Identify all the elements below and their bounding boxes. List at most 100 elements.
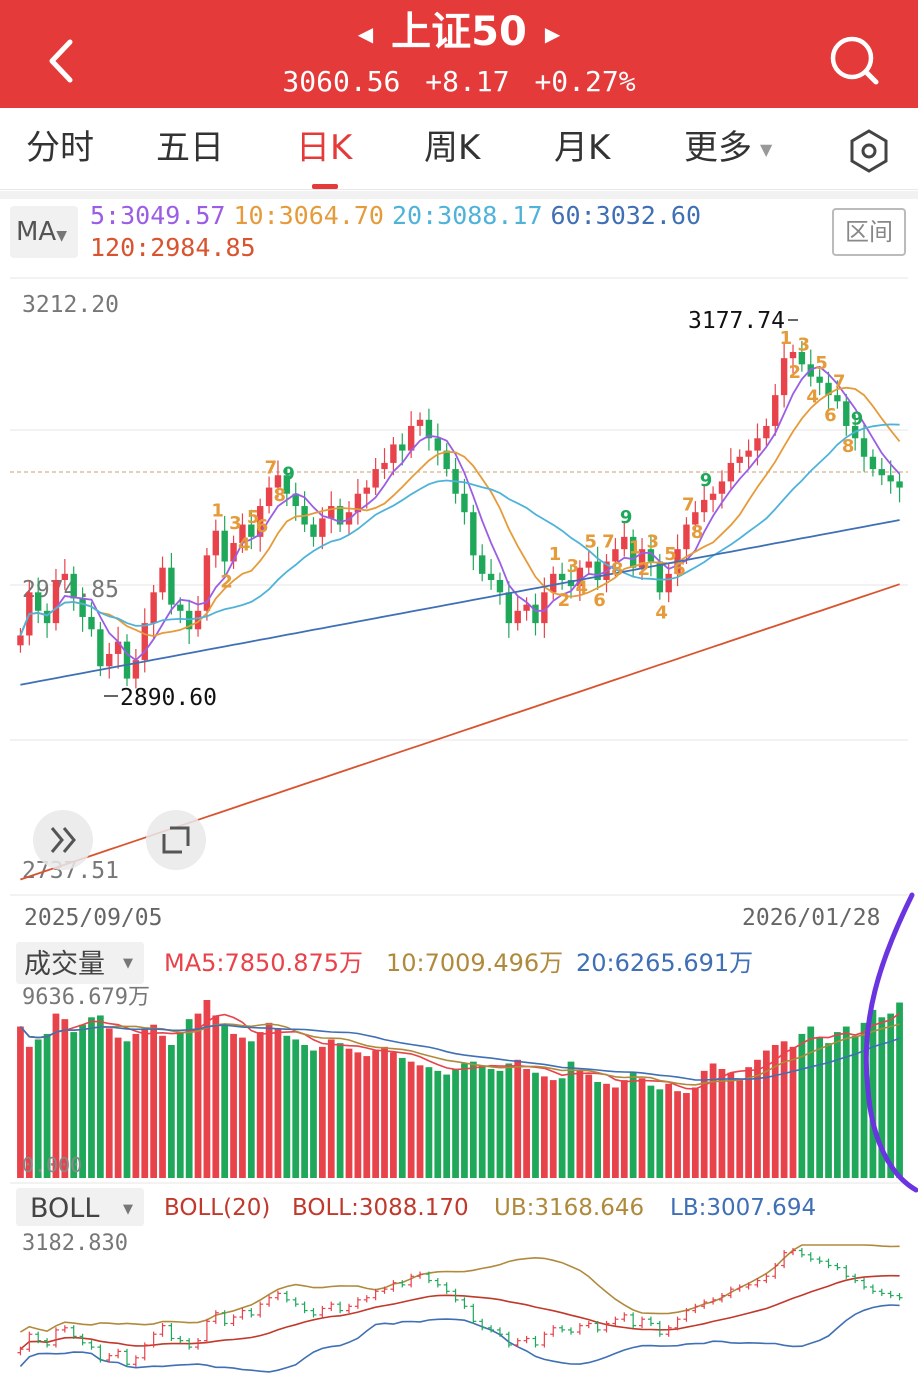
volume-bar [132,1033,140,1178]
volume-ma10: 10:7009.496万 [386,949,563,977]
candle-body [594,561,601,580]
candle-body [70,573,77,599]
td-count-mark: 6 [593,590,606,611]
candle-body [789,352,797,359]
volume-bar [194,1013,202,1178]
volume-bar [860,1022,868,1178]
tab-intraday[interactable]: 分时 [26,128,94,168]
candle-body [683,524,690,550]
volume-bar [887,1013,895,1178]
prev-stock-icon[interactable]: ◀ [357,22,374,46]
period-tabs: 分时 五日 日K 周K 月K 更多 ▼ [0,108,918,190]
volume-max-label: 9636.679万 [22,985,150,1010]
candle-body [479,555,486,574]
volume-bar [159,1035,166,1178]
fast-forward-button[interactable] [33,810,93,870]
candle-body [177,604,184,611]
candle-body [159,567,166,593]
volume-bar [443,1074,451,1178]
range-button[interactable]: 区间 [832,208,906,256]
volume-bar [612,1087,619,1178]
tab-more[interactable]: 更多 ▼ [684,126,772,172]
volume-bar [434,1070,442,1178]
td-count-mark: 9 [620,507,633,528]
td-count-mark: 3 [646,532,659,553]
boll-mid-line [19,1274,900,1350]
td-count-mark: 7 [833,371,846,392]
candle-body [780,358,788,396]
candle-body [754,438,761,451]
volume-bar [96,1015,104,1178]
volume-bar [390,1052,397,1178]
td-count-mark: 6 [256,516,269,537]
search-icon[interactable] [826,32,882,88]
volume-ma-line [19,1024,900,1081]
tab-monthly-k[interactable]: 月K [554,128,611,168]
volume-bar [256,1032,264,1178]
volume-bar [718,1069,726,1178]
candle-body [363,487,370,494]
candle-body [79,598,86,617]
volume-bar [896,1002,903,1178]
volume-bar [150,1024,158,1178]
volume-bar [523,1069,530,1178]
boll-selector[interactable] [16,1188,144,1226]
volume-bar [816,1037,824,1178]
chevron-down-icon: ▼ [123,1202,133,1217]
candle-body [141,623,148,661]
tab-daily-k[interactable]: 日K [296,128,353,168]
candle-body [638,549,646,568]
volume-bar [647,1085,655,1178]
td-count-mark: 9 [851,408,864,429]
volume-bar [265,1022,273,1178]
volume-bar [105,1028,113,1178]
volume-bar [185,1019,193,1178]
td-count-mark: 5 [815,353,828,374]
next-stock-icon[interactable]: ▶ [544,22,561,46]
tab-more-label: 更多 [684,128,752,168]
back-arrow-icon[interactable] [40,36,84,86]
settings-hexagon-icon[interactable] [846,128,892,174]
volume-bar [336,1043,344,1178]
candle-body [97,629,104,667]
app-header: ◀ 上证50 ▶ 3060.56 +8.17 +0.27% [0,0,918,108]
volume-ma-lines [19,1012,901,1090]
volume-bar [425,1067,433,1178]
volume-selector[interactable] [16,942,144,984]
volume-bar [620,1080,628,1178]
td-count-mark: 4 [655,602,668,623]
volume-bar [825,1043,832,1178]
volume-bar [239,1037,246,1178]
quote-row: 3060.56 +8.17 +0.27% [0,64,918,100]
volume-bar [691,1087,699,1178]
td-count-mark: 1 [549,544,562,565]
fullscreen-button[interactable] [146,810,206,870]
candle-body [656,561,663,593]
y-axis-top-label: 3212.20 [22,292,119,318]
candle-body [576,567,584,587]
candle-body [416,419,424,426]
boll-mid-value: BOLL:3088.170 [292,1195,469,1221]
indicator-selector[interactable]: MA▼ [10,206,78,258]
tab-weekly-k[interactable]: 周K [424,128,481,168]
volume-bar [247,1041,255,1178]
ma-values: 5:3049.57 10:3064.70 20:3088.17 60:3032.60 … [90,200,810,264]
volume-bar [43,1033,51,1178]
candle-body [665,573,672,593]
title-row: ◀ 上证50 ▶ [0,6,918,60]
tab-five-day[interactable]: 五日 [156,128,224,168]
kline-chart[interactable]: 3212.20 2974.85 2737.51 1234567891234567… [0,270,918,1377]
boll-lower-line [19,1304,900,1373]
td-count-mark: 1 [629,538,642,559]
ma20-line [19,423,900,636]
candle-body [399,444,406,451]
candle-body [114,641,122,654]
candle-body [869,456,877,470]
candle-body [461,493,468,513]
candle-body [354,493,362,513]
candle-body [860,438,868,457]
volume-bar [549,1080,557,1178]
candle-body [106,653,113,667]
td-count-mark: 4 [806,387,819,408]
candle-body [292,493,299,507]
